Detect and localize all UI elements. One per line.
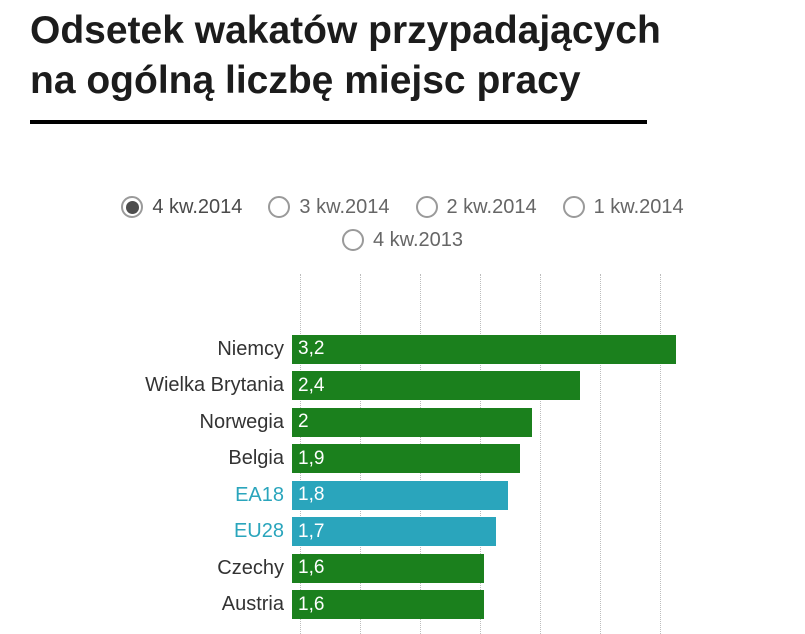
- gridline: [600, 273, 601, 634]
- bar-niemcy[interactable]: 3,2: [292, 334, 676, 364]
- page-title-line1: Odsetek wakatów przypadających: [30, 9, 661, 52]
- category-label: Czechy: [217, 556, 284, 579]
- chart-bar-row: EA18 1,8: [0, 477, 805, 514]
- radio-label: 2 kw.2014: [446, 195, 537, 218]
- title-block: Odsetek wakatów przypadających na ogólną …: [0, 0, 805, 124]
- category-label: EA18: [235, 483, 284, 506]
- radio-label: 4 kw.2013: [372, 228, 464, 251]
- period-radio-3-kw-2014[interactable]: 3 kw.2014: [268, 195, 390, 219]
- category-label: EU28: [233, 520, 284, 543]
- bar-austria[interactable]: 1,6: [292, 590, 484, 620]
- bar-eu28[interactable]: 1,7: [292, 517, 496, 547]
- radio-button-icon: [341, 229, 364, 252]
- bar-wielka-brytania[interactable]: 2,4: [292, 371, 580, 401]
- bar-value-label: 2: [298, 411, 309, 433]
- radio-label: 1 kw.2014: [593, 195, 684, 218]
- chart-bar-row: Belgia 1,9: [0, 440, 805, 477]
- bar-value-label: 1,8: [298, 484, 325, 506]
- radio-button-icon: [121, 196, 144, 219]
- bar-value-label: 1,6: [298, 593, 325, 615]
- period-radio-1-kw-2014[interactable]: 1 kw.2014: [562, 195, 684, 219]
- bar-belgia[interactable]: 1,9: [292, 444, 520, 474]
- period-radio-4-kw-2014[interactable]: 4 kw.2014: [121, 196, 242, 219]
- page-title-line2: na ogólną liczbę miejsc pracy: [30, 58, 581, 102]
- radio-button-icon: [415, 196, 438, 219]
- radio-button-icon: [562, 196, 585, 219]
- chart-bar-row: Czechy 1,6: [0, 550, 805, 587]
- chart-bar-row: Austria 1,6: [0, 586, 805, 623]
- page-title: Odsetek wakatów przypadających na ogólną …: [30, 6, 775, 106]
- period-radio-4-kw-2013[interactable]: 4 kw.2013: [341, 228, 464, 252]
- chart-bar-row: Norwegia 2: [0, 404, 805, 441]
- category-label: Belgia: [228, 447, 284, 470]
- title-underline: [30, 119, 647, 124]
- bar-value-label: 2,4: [298, 374, 325, 396]
- gridline: [540, 273, 541, 634]
- chart-bar-row: EU28 1,7: [0, 513, 805, 550]
- bar-norwegia[interactable]: 2: [292, 407, 532, 437]
- bar-ea18[interactable]: 1,8: [292, 480, 508, 510]
- chart-bar-row: Wielka Brytania 2,4: [0, 367, 805, 404]
- category-label: Niemcy: [217, 337, 284, 360]
- bar-czechy[interactable]: 1,6: [292, 553, 484, 583]
- vacancy-chart: Niemcy 3,2 Wielka Brytania 2,4 Norwegia 2 Belg…: [0, 273, 805, 634]
- gridline: [660, 273, 661, 634]
- bar-value-label: 1,9: [298, 447, 325, 469]
- period-filters: 4 kw.2014 3 kw.2014 2 kw.2014 1 kw.2014 4 kw…: [103, 196, 703, 252]
- bar-value-label: 1,6: [298, 557, 325, 579]
- bar-value-label: 3,2: [298, 338, 325, 360]
- radio-label: 3 kw.2014: [299, 195, 390, 218]
- chart-bar-row: Niemcy 3,2: [0, 331, 805, 368]
- chart-rows: Niemcy 3,2 Wielka Brytania 2,4 Norwegia 2 Belg…: [0, 274, 805, 623]
- radio-label: 4 kw.2014: [152, 195, 243, 218]
- category-label: Norwegia: [199, 410, 284, 433]
- period-radio-2-kw-2014[interactable]: 2 kw.2014: [415, 195, 537, 219]
- radio-button-icon: [268, 196, 291, 219]
- category-label: Wielka Brytania: [145, 374, 284, 397]
- category-label: Austria: [221, 593, 284, 616]
- bar-value-label: 1,7: [298, 520, 325, 542]
